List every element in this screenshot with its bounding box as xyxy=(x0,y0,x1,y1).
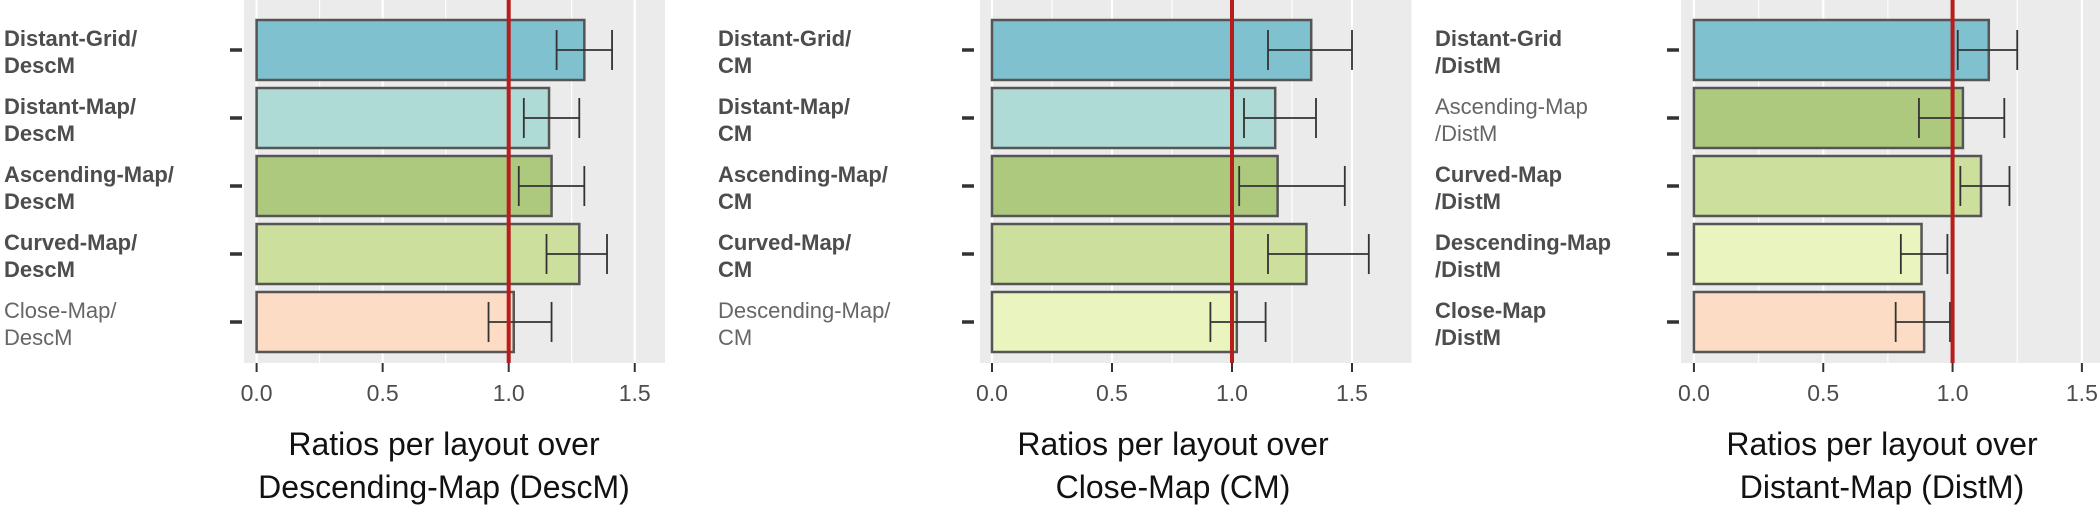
y-tick-label: Distant-Map/DescM xyxy=(4,94,136,146)
x-tick-label: 0.0 xyxy=(976,380,1008,406)
bar xyxy=(255,290,515,354)
x-axis-title-line2: Distant-Map (DistM) xyxy=(1740,469,2024,505)
y-tick-label: Distant-Grid/DescM xyxy=(4,26,137,78)
y-tick-label-line2: CM xyxy=(718,257,752,282)
bar xyxy=(1692,290,1926,354)
chart-panel-1: Distant-Grid/DescMDistant-Map/DescMAscen… xyxy=(4,0,665,505)
y-tick-label: Close-Map/DescM xyxy=(4,298,117,350)
chart-panel-3: Distant-Grid/DistMAscending-Map/DistMCur… xyxy=(1435,0,2100,505)
y-tick-label: Ascending-Map/DescM xyxy=(4,162,174,214)
y-tick-label-line2: /DistM xyxy=(1435,53,1501,78)
y-tick-label-line1: Distant-Grid/ xyxy=(4,26,137,51)
x-tick-label: 1.0 xyxy=(493,380,525,406)
bar xyxy=(255,222,581,286)
y-tick-label-line2: DescM xyxy=(4,121,75,146)
y-tick-label-line1: Curved-Map xyxy=(1435,162,1562,187)
y-tick-label-line1: Close-Map/ xyxy=(4,298,117,323)
bar xyxy=(990,18,1313,82)
y-tick-label-line1: Descending-Map xyxy=(1435,230,1611,255)
y-tick-label-line1: Descending-Map/ xyxy=(718,298,891,323)
y-tick-label-line1: Ascending-Map/ xyxy=(718,162,888,187)
chart-panel-2: Distant-Grid/CMDistant-Map/CMAscending-M… xyxy=(718,0,1413,505)
bar xyxy=(990,290,1239,354)
y-tick-label-line2: CM xyxy=(718,325,752,350)
x-tick-label: 0.5 xyxy=(1096,380,1128,406)
y-tick-label: Distant-Map/CM xyxy=(718,94,850,146)
y-tick-label: Descending-Map/CM xyxy=(718,298,891,350)
y-tick-label: Curved-Map/DescM xyxy=(4,230,137,282)
x-axis-title: Ratios per layout over Descending-Map (De… xyxy=(258,426,630,505)
x-axis-title-line1: Ratios per layout over xyxy=(288,426,600,462)
y-tick-label-line1: Distant-Map/ xyxy=(718,94,850,119)
y-tick-label-line2: DescM xyxy=(4,325,72,350)
x-tick-label: 0.5 xyxy=(1807,380,1839,406)
x-axis-title: Ratios per layout over Distant-Map (DistM… xyxy=(1726,426,2038,505)
y-tick-label-line1: Close-Map xyxy=(1435,298,1546,323)
x-tick-label: 0.0 xyxy=(1678,380,1710,406)
y-tick-label-line1: Curved-Map/ xyxy=(718,230,851,255)
y-tick-label-line2: CM xyxy=(718,53,752,78)
y-tick-label: Distant-Grid/CM xyxy=(718,26,851,78)
bar xyxy=(255,18,586,82)
bar xyxy=(990,222,1308,286)
y-tick-label: Curved-Map/CM xyxy=(718,230,851,282)
y-tick-label: Close-Map/DistM xyxy=(1435,298,1546,350)
bar xyxy=(255,86,551,150)
y-tick-label-line2: /DistM xyxy=(1435,257,1501,282)
y-tick-label-line2: DescM xyxy=(4,189,75,214)
bar xyxy=(1692,18,1991,82)
x-axis-title-line2: Close-Map (CM) xyxy=(1056,469,1291,505)
bar xyxy=(990,86,1277,150)
y-tick-label: Distant-Grid/DistM xyxy=(1435,26,1562,78)
bar xyxy=(1692,154,1983,218)
x-tick-label: 1.0 xyxy=(1216,380,1248,406)
y-tick-label-line1: Curved-Map/ xyxy=(4,230,137,255)
y-tick-label-line2: /DistM xyxy=(1435,121,1497,146)
y-tick-label-line2: DescM xyxy=(4,257,75,282)
y-tick-label-line2: DescM xyxy=(4,53,75,78)
bar xyxy=(1692,222,1923,286)
y-tick-label-line2: /DistM xyxy=(1435,325,1501,350)
x-axis-title-line1: Ratios per layout over xyxy=(1017,426,1329,462)
bar xyxy=(990,154,1279,218)
y-tick-label-line1: Distant-Grid xyxy=(1435,26,1562,51)
x-axis-title-line2: Descending-Map (DescM) xyxy=(258,469,630,505)
x-tick-label: 1.5 xyxy=(619,380,651,406)
x-axis-title-line1: Ratios per layout over xyxy=(1726,426,2038,462)
x-tick-label: 0.5 xyxy=(367,380,399,406)
y-tick-label-line2: /DistM xyxy=(1435,189,1501,214)
y-tick-label-line2: CM xyxy=(718,121,752,146)
y-tick-label: Curved-Map/DistM xyxy=(1435,162,1562,214)
x-tick-label: 0.0 xyxy=(241,380,273,406)
x-axis-title: Ratios per layout over Close-Map (CM) xyxy=(1017,426,1329,505)
x-tick-label: 1.5 xyxy=(2066,380,2098,406)
y-tick-label-line2: CM xyxy=(718,189,752,214)
y-tick-label: Ascending-Map/DistM xyxy=(1435,94,1588,146)
y-tick-label: Descending-Map/DistM xyxy=(1435,230,1611,282)
y-tick-label-line1: Ascending-Map xyxy=(1435,94,1588,119)
y-tick-label-line1: Distant-Grid/ xyxy=(718,26,851,51)
y-tick-label-line1: Distant-Map/ xyxy=(4,94,136,119)
x-tick-label: 1.0 xyxy=(1937,380,1969,406)
x-tick-label: 1.5 xyxy=(1336,380,1368,406)
y-tick-label: Ascending-Map/CM xyxy=(718,162,888,214)
y-tick-label-line1: Ascending-Map/ xyxy=(4,162,174,187)
